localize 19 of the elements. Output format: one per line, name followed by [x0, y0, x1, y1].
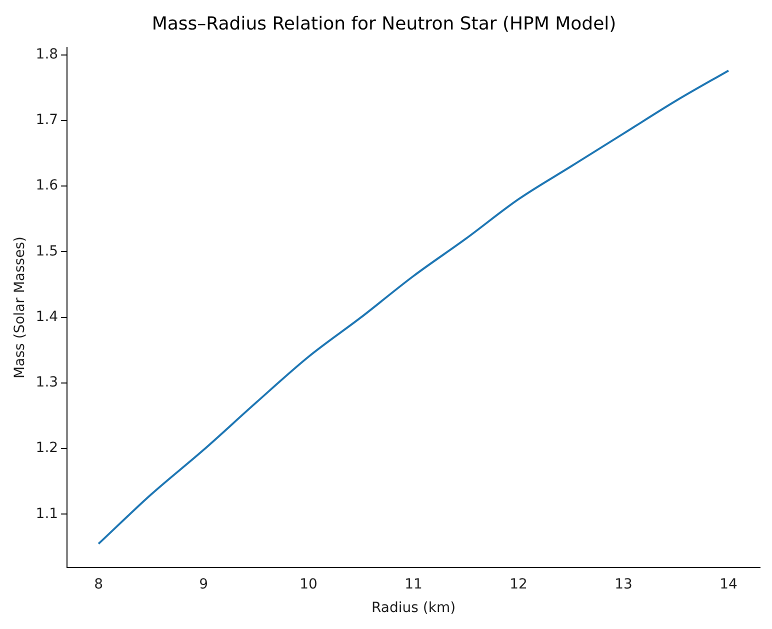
y-tick-label: 1.2 — [36, 440, 58, 456]
x-tick-label: 12 — [510, 576, 528, 592]
y-tick-label: 1.6 — [36, 178, 58, 194]
x-tick-label: 10 — [300, 576, 318, 592]
x-tick-label: 8 — [94, 576, 104, 592]
line-series — [98, 70, 730, 545]
y-tick-label: 1.4 — [36, 308, 58, 325]
y-tick-label: 1.7 — [36, 112, 58, 128]
x-axis-title: Radius (km) — [372, 600, 456, 616]
y-axis-title: Mass (Solar Masses) — [12, 236, 28, 378]
x-tick-label: 9 — [199, 576, 208, 592]
x-tick-label: 11 — [404, 576, 422, 592]
y-tick-label: 1.5 — [36, 243, 58, 260]
y-tick-label: 1.3 — [36, 374, 58, 391]
x-tick-label: 14 — [720, 576, 738, 592]
chart-title: Mass–Radius Relation for Neutron Star (HPM Model) — [152, 13, 616, 34]
x-tick-label: 13 — [614, 576, 632, 592]
y-tick-label: 1.1 — [36, 506, 58, 522]
y-tick-label: 1.8 — [36, 46, 58, 62]
